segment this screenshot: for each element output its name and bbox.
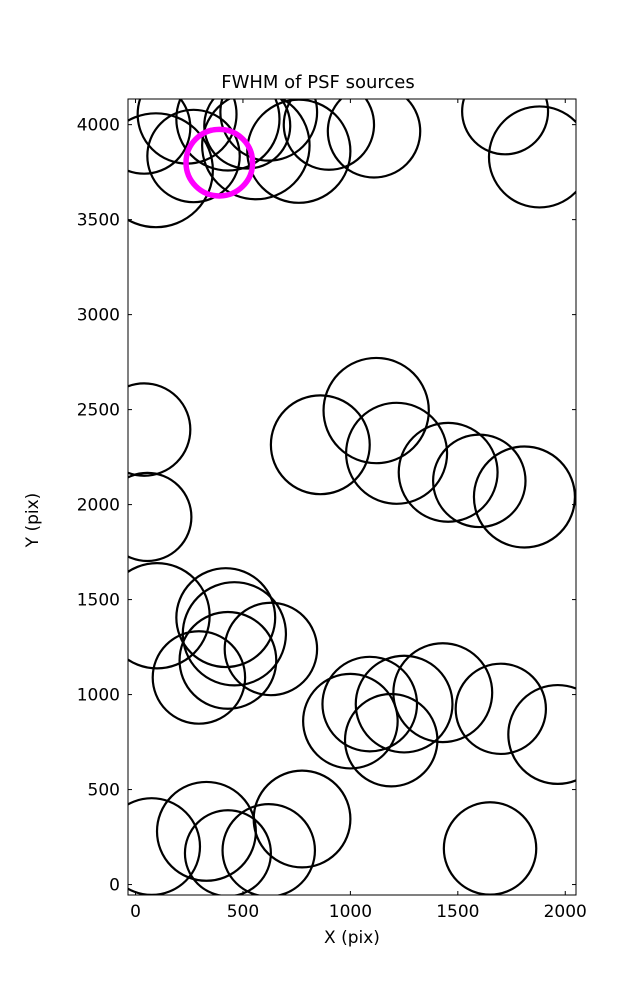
x-tick-label: 1000: [329, 902, 372, 922]
psf-circle: [282, 99, 376, 171]
psf-circle: [146, 108, 241, 204]
y-tick-label: 4000: [77, 116, 120, 136]
psf-circle: [392, 642, 494, 744]
psf-circle: [178, 610, 278, 710]
axes-frame: [127, 98, 577, 896]
psf-circle: [472, 445, 576, 549]
y-tick-label: 2000: [77, 496, 120, 516]
psf-circle: [246, 99, 352, 204]
plot-frame: [127, 98, 577, 896]
psf-circle: [487, 105, 576, 209]
psf-circle: [181, 581, 288, 687]
psf-circles-layer: [128, 99, 576, 895]
psf-circle: [354, 654, 454, 754]
psf-circle: [128, 471, 193, 563]
psf-circle: [252, 769, 352, 869]
psf-circle: [432, 433, 527, 529]
psf-circle: [461, 99, 550, 156]
x-axis-label: X (pix): [324, 928, 380, 948]
psf-circle: [302, 672, 399, 770]
psf-circle: [454, 662, 548, 756]
x-tick-label: 2000: [544, 902, 587, 922]
psf-circle: [201, 99, 311, 201]
psf-circle: [203, 99, 292, 170]
y-tick-label: 1000: [77, 686, 120, 706]
psf-circle: [183, 809, 272, 895]
psf-circle: [507, 683, 576, 785]
psf-circle: [128, 112, 214, 229]
psf-circle: [219, 99, 319, 162]
psf-circle: [322, 356, 430, 465]
psf-circle: [221, 803, 317, 895]
psf-circle: [397, 421, 499, 523]
psf-circle: [223, 601, 319, 697]
psf-circle: [442, 801, 538, 895]
psf-circle: [326, 99, 422, 179]
x-tick-label: 1500: [436, 902, 479, 922]
highlighted-psf-circle: [183, 126, 256, 199]
x-tick-label: 500: [227, 902, 259, 922]
psf-circle: [128, 99, 192, 175]
y-axis-label: Y (pix): [23, 493, 43, 549]
psf-circle: [345, 401, 449, 505]
psf-circle: [155, 780, 257, 882]
axis-tick-labels: 0 500 1000 1500 2000 0 500 1000 1500 2000 2500 3000…: [77, 116, 587, 922]
page-title: FWHM of PSF sources: [221, 72, 415, 93]
psf-circle: [343, 692, 439, 788]
psf-circle: [175, 567, 277, 669]
psf-circle: [151, 630, 247, 725]
axis-ticks: [128, 99, 576, 895]
y-tick-label: 3500: [77, 211, 120, 231]
psf-circle: [269, 394, 371, 496]
y-tick-label: 2500: [77, 401, 120, 421]
y-tick-label: 0: [109, 876, 120, 896]
y-tick-label: 500: [88, 781, 120, 801]
psf-circle: [175, 99, 281, 172]
y-tick-label: 1500: [77, 591, 120, 611]
y-tick-label: 3000: [77, 306, 120, 326]
x-tick-label: 0: [130, 902, 141, 922]
psf-circle: [321, 655, 419, 753]
psf-circle: [128, 382, 192, 477]
